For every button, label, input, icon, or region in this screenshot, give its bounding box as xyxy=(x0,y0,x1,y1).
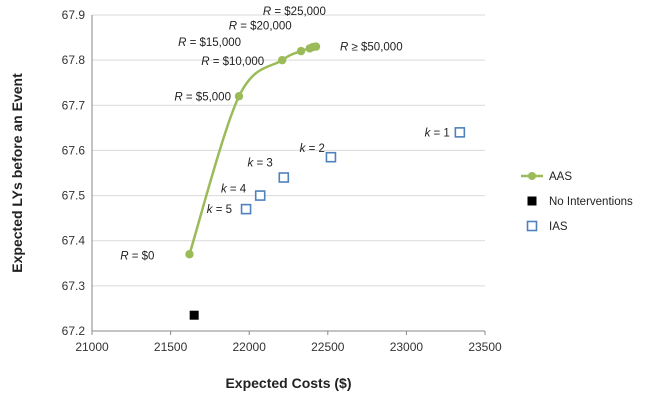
series-layer xyxy=(185,42,466,320)
point-label: k = 5 xyxy=(207,204,232,216)
point-label: R = $5,000 xyxy=(174,91,231,103)
x-tick-label: 21000 xyxy=(75,340,109,354)
ias-point xyxy=(325,151,337,163)
point-label: R = $20,000 xyxy=(229,20,292,32)
aas-point xyxy=(296,46,306,56)
x-tick-label: 23000 xyxy=(390,340,424,354)
aas-point xyxy=(185,250,194,259)
ias-point xyxy=(254,190,266,201)
y-tick-label: 67.4 xyxy=(62,234,86,248)
legend-label: AAS xyxy=(549,171,572,183)
x-tick-label: 23500 xyxy=(468,340,502,354)
aas-point xyxy=(234,92,244,101)
legend-label: No Interventions xyxy=(549,196,633,208)
gridlines xyxy=(92,14,485,332)
annotation-layer: R = $0 R = $5,000 R = $10,000 R = $15,000 R … xyxy=(120,6,450,262)
point-label: k = 3 xyxy=(248,158,273,170)
legend-label: IAS xyxy=(549,221,568,233)
ias-point xyxy=(454,127,466,138)
point-label: R = $15,000 xyxy=(178,37,241,49)
point-label: R = $25,000 xyxy=(263,6,326,18)
y-tick-label: 67.7 xyxy=(62,98,86,112)
legend: AAS No Interventions IAS xyxy=(521,171,633,233)
point-label: R = $0 xyxy=(120,250,154,262)
point-label: k = 1 xyxy=(425,127,450,139)
point-label: k = 4 xyxy=(221,184,247,196)
x-axis-title: Expected Costs ($) xyxy=(225,375,351,391)
y-tick-label: 67.5 xyxy=(62,189,86,203)
x-tick-label: 22500 xyxy=(311,340,345,354)
y-tick-label: 67.3 xyxy=(62,279,86,293)
y-tick-label: 67.8 xyxy=(62,53,86,67)
point-label: R = $10,000 xyxy=(201,56,264,68)
x-tick-label: 21500 xyxy=(154,340,188,354)
ias-point xyxy=(240,203,252,215)
legend-no-interventions-swatch xyxy=(527,196,537,206)
legend-aas-marker xyxy=(528,172,536,180)
ias-point xyxy=(278,172,290,183)
aas-point xyxy=(278,55,287,65)
legend-ias-swatch xyxy=(526,220,538,232)
y-axis-title: Expected LYs before an Event xyxy=(9,73,25,273)
aas-point xyxy=(311,42,321,51)
axes: 67.2 67.3 67.4 67.5 67.6 67.7 67.8 67.9 21000 215… xyxy=(62,8,502,354)
no-interventions-point xyxy=(189,310,199,320)
point-label: R ≥ $50,000 xyxy=(340,42,403,54)
x-tick-label: 22000 xyxy=(233,340,267,354)
y-tick-label: 67.9 xyxy=(62,8,86,22)
y-tick-label: 67.6 xyxy=(62,143,86,157)
point-label: k = 2 xyxy=(300,143,325,155)
y-tick-label: 67.2 xyxy=(62,324,86,338)
